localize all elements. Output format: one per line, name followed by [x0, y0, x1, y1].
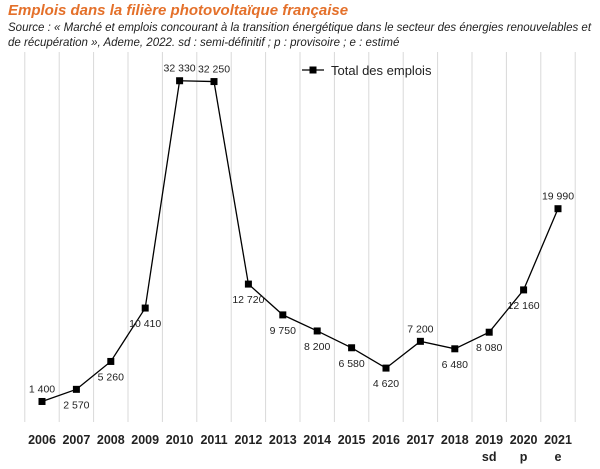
data-labels: 1 400 2 570 5 260 10 410 32 330 32 250 12 720 9…: [29, 63, 574, 412]
x-tick-label: 2009: [131, 433, 159, 447]
legend: Total des emplois: [302, 63, 432, 78]
x-tick-label: 2019: [475, 433, 503, 447]
x-tick-label: 2020: [510, 433, 538, 447]
x-tick-label: 2021: [544, 433, 572, 447]
data-label: 6 480: [442, 359, 468, 371]
data-label: 8 200: [304, 341, 330, 353]
x-tick-label: 2015: [338, 433, 366, 447]
chart-title: Emplois dans la filière photovoltaïque f…: [8, 2, 349, 19]
data-point-marker: [176, 77, 184, 85]
data-label: 5 260: [98, 371, 124, 383]
data-point-marker: [520, 286, 528, 294]
x-tick-label: 2007: [62, 433, 90, 447]
x-tick-label: 2006: [28, 433, 56, 447]
x-tick-label: 2017: [406, 433, 434, 447]
data-point-marker: [72, 385, 80, 393]
data-point-marker: [416, 337, 424, 345]
data-label: 8 080: [476, 342, 502, 354]
data-label: 12 720: [232, 294, 264, 306]
gridlines: [24, 52, 576, 422]
data-label: 4 620: [373, 378, 399, 390]
x-axis-tick-labels: 2006 2007 2008 2009 2010 2011 2012 2013 2014 2015…: [28, 433, 572, 464]
data-point-marker: [141, 304, 149, 312]
data-label: 10 410: [129, 318, 161, 330]
data-label: 7 200: [407, 323, 433, 335]
data-label: 6 580: [338, 358, 364, 370]
data-label: 32 250: [198, 64, 230, 76]
x-tick-label: 2016: [372, 433, 400, 447]
series-line: [41, 80, 559, 403]
x-tick-label: 2008: [97, 433, 125, 447]
data-label: 12 160: [508, 300, 540, 312]
series-total-emplois: [38, 77, 562, 405]
data-label: 1 400: [29, 383, 55, 395]
data-label: 2 570: [63, 399, 89, 411]
data-label: 32 330: [164, 63, 196, 75]
data-point-marker: [451, 345, 459, 353]
x-tick-label: 2011: [200, 433, 227, 447]
x-tick-sublabel: e: [555, 450, 562, 464]
data-point-marker: [313, 327, 321, 335]
data-point-marker: [107, 357, 115, 365]
legend-marker-swatch: [309, 66, 317, 74]
data-point-marker: [244, 280, 252, 288]
chart-source-note: Source : « Marché et emplois concourant …: [8, 22, 592, 49]
data-label: 19 990: [542, 191, 574, 203]
data-point-marker: [485, 328, 493, 336]
x-tick-sublabel: p: [520, 450, 528, 464]
x-tick-label: 2014: [303, 433, 331, 447]
legend-label-total-emplois: Total des emplois: [331, 63, 432, 78]
x-tick-label: 2012: [234, 433, 262, 447]
x-tick-label: 2013: [269, 433, 297, 447]
data-point-marker: [38, 397, 46, 405]
x-tick-sublabel: sd: [482, 450, 497, 464]
x-tick-label: 2018: [441, 433, 469, 447]
x-tick-label: 2010: [166, 433, 194, 447]
data-label: 9 750: [270, 325, 296, 337]
data-point-marker: [210, 78, 218, 86]
data-point-marker: [382, 364, 390, 372]
data-point-marker: [554, 205, 562, 213]
data-point-marker: [348, 344, 356, 352]
data-point-marker: [279, 311, 287, 319]
